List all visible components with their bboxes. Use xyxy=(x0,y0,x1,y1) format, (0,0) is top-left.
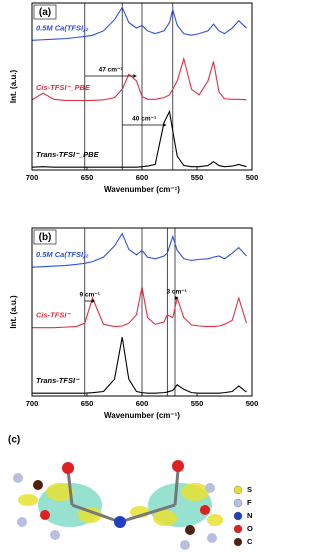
atom-o xyxy=(62,462,74,474)
x-tick-label: 700 xyxy=(26,399,39,408)
arrow-head xyxy=(91,299,95,303)
series-label: Cis-TFSI⁻ xyxy=(36,311,71,320)
density-blob xyxy=(78,507,102,523)
atom-f xyxy=(17,517,27,527)
x-tick-label: 650 xyxy=(81,399,94,408)
bond xyxy=(66,469,74,506)
atom-f xyxy=(207,533,217,543)
shift-label: 9 cm⁻¹ xyxy=(80,292,100,299)
density-blob xyxy=(207,514,223,526)
shift-label: 40 cm⁻¹ xyxy=(132,116,156,123)
x-tick-label: 500 xyxy=(246,399,259,408)
legend-label: C xyxy=(247,537,253,546)
bond xyxy=(173,469,180,506)
x-axis-title: Wavenumber (cm⁻¹) xyxy=(104,411,180,420)
legend-label: S xyxy=(247,485,252,494)
shift-label: 47 cm⁻¹ xyxy=(99,67,123,74)
x-tick-label: 600 xyxy=(136,399,149,408)
arrow-head xyxy=(133,74,137,78)
panel-label: (c) xyxy=(8,435,20,446)
legend-swatch xyxy=(233,524,243,534)
bond xyxy=(71,503,121,524)
density-blob xyxy=(153,510,177,526)
spectrum-line xyxy=(31,6,247,41)
atom-f xyxy=(50,530,60,540)
panel-label: (a) xyxy=(39,7,51,18)
atom-o xyxy=(200,505,210,515)
density-blob xyxy=(181,483,209,501)
density-blob xyxy=(46,483,74,501)
spectrum-line xyxy=(31,109,247,168)
y-axis-title: Int. (a.u.) xyxy=(9,295,18,329)
series-label: 0.5M Ca(TFSI)₂ xyxy=(36,250,89,259)
legend-swatch xyxy=(233,485,243,495)
x-tick-label: 500 xyxy=(246,173,259,182)
atom-f xyxy=(13,473,23,483)
series-label: Cis-TFSI⁻_PBE xyxy=(36,83,91,92)
spectrum-line xyxy=(32,286,248,329)
atom-c xyxy=(185,525,195,535)
legend-label: O xyxy=(247,524,253,533)
spectrum-line xyxy=(32,337,247,394)
x-tick-label: 650 xyxy=(81,173,94,182)
legend-swatch xyxy=(233,537,243,547)
y-axis-title: Int. (a.u.) xyxy=(9,70,18,104)
x-tick-label: 550 xyxy=(191,399,204,408)
atom-c xyxy=(33,480,43,490)
legend-swatch xyxy=(233,498,243,508)
spectrum-line xyxy=(31,56,247,101)
atom-f xyxy=(180,540,190,550)
figure: (c) 0.5M Ca(TFSI)₂ Cis-TFSI⁻_PBE Trans-TFS… xyxy=(8,2,259,550)
shift-label: 3 cm⁻¹ xyxy=(166,289,186,296)
x-tick-label: 700 xyxy=(26,173,39,182)
panel-label-box xyxy=(33,4,57,20)
density-blob xyxy=(18,494,38,506)
atom-o xyxy=(40,510,50,520)
legend-label: N xyxy=(247,511,252,520)
atom-f xyxy=(205,483,215,493)
series-label: 0.5M Ca(TFSI)₂ xyxy=(36,23,89,32)
legend-label: F xyxy=(247,498,252,507)
arrow-head xyxy=(163,123,167,127)
arrow-head xyxy=(175,296,179,300)
atom-o xyxy=(172,460,184,472)
spectrum-line xyxy=(31,232,247,268)
x-axis-title: Wavenumber (cm⁻¹) xyxy=(104,185,180,194)
series-label: Trans-TFSI⁻_PBE xyxy=(36,150,100,159)
bond xyxy=(119,503,176,524)
atom-n xyxy=(114,516,126,528)
legend-swatch xyxy=(233,511,243,521)
x-tick-label: 600 xyxy=(136,173,149,182)
x-tick-label: 550 xyxy=(191,173,204,182)
panel-label-box xyxy=(33,229,57,245)
molecule xyxy=(13,460,223,550)
series-label: Trans-TFSI⁻ xyxy=(36,376,80,385)
panel-label: (b) xyxy=(39,232,52,243)
